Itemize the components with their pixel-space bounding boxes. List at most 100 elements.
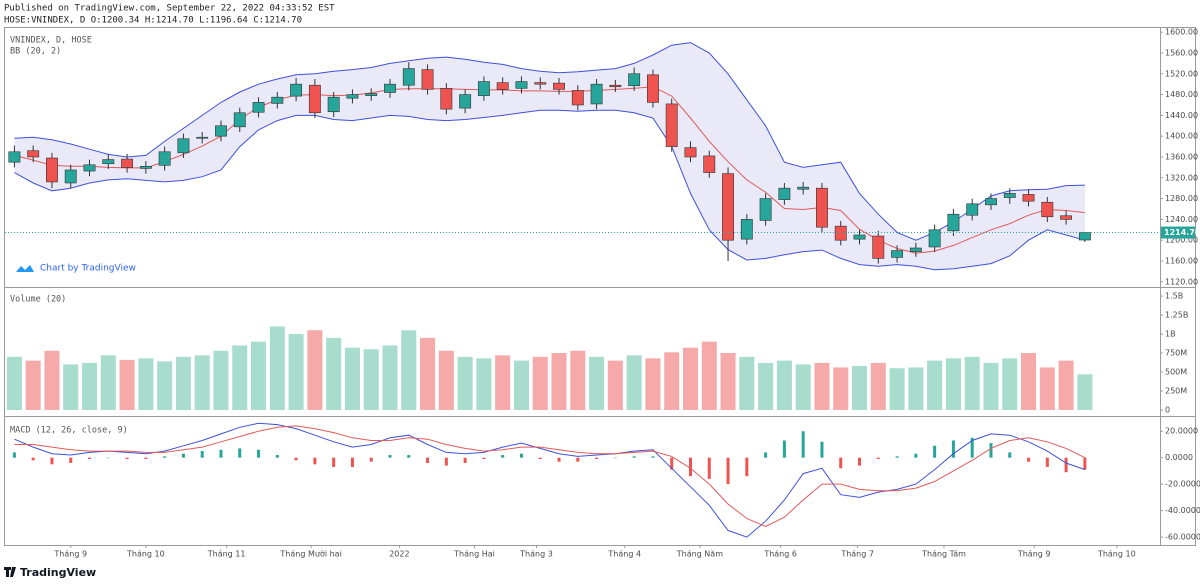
last-price-tag [1161, 226, 1195, 239]
candle-body [553, 82, 565, 90]
volume-bar [119, 359, 135, 410]
volume-bar [1039, 367, 1055, 410]
candle-body [252, 102, 265, 113]
macd-histogram-bar [350, 457, 354, 467]
macd-histogram-bar [595, 457, 599, 460]
candle-body [778, 187, 791, 200]
candle-body [853, 234, 866, 240]
macd-histogram-bar [876, 457, 880, 460]
macd-histogram-bar [914, 453, 918, 458]
y-tick-label: 1480.00 [1165, 90, 1198, 99]
macd-histogram-bar [707, 457, 711, 479]
y-tick-label: 1280.00 [1165, 194, 1198, 203]
candle-body [177, 138, 190, 154]
candle-body [459, 94, 472, 109]
volume-bar [194, 355, 210, 410]
y-tick-label: 1120.00 [1165, 277, 1198, 286]
candle-body [27, 150, 40, 158]
x-tick-label: Tháng 7 [840, 550, 874, 559]
macd-histogram-bar [670, 457, 674, 470]
macd-histogram-bar [181, 453, 185, 458]
volume-bar [438, 350, 454, 410]
volume-bar [138, 358, 154, 410]
volume-bar [457, 356, 473, 410]
volume-bar [720, 353, 736, 410]
macd-histogram-bar [895, 456, 899, 458]
candle-body [684, 147, 697, 158]
candle-body [1078, 232, 1091, 241]
x-tick-label: Tháng Mười hai [279, 549, 341, 559]
candle-body [421, 69, 434, 90]
macd-histogram-bar [632, 456, 636, 458]
candle-body [121, 158, 134, 168]
macd-histogram-bar [238, 448, 242, 458]
watermark: Chart by TradingView [16, 264, 136, 274]
volume-bar [232, 345, 248, 410]
macd-histogram-bar [426, 457, 430, 463]
bb-legend: BB (20, 2) [10, 47, 61, 57]
candle-body [834, 225, 847, 241]
volume-bar [945, 358, 961, 410]
candle-body [703, 155, 716, 173]
macd-histogram-bar [294, 457, 298, 461]
candle-body [327, 96, 340, 113]
volume-bar [25, 360, 41, 410]
candle-body [233, 112, 246, 128]
candle-body [158, 151, 171, 166]
y-tick-label: 1320.00 [1165, 173, 1198, 182]
volume-bar [513, 360, 529, 410]
footer-logo: TradingView [4, 566, 96, 579]
volume-bar [607, 360, 623, 410]
macd-histogram-bar [764, 452, 768, 458]
volume-bar [795, 364, 811, 410]
candle-body [740, 219, 753, 240]
candle-body [1022, 194, 1035, 202]
macd-histogram-bar [106, 457, 110, 459]
volume-bar [307, 330, 323, 410]
volume-bar [344, 347, 360, 410]
volume-bar [213, 350, 229, 410]
volume-bar [739, 356, 755, 410]
y-tick-label: 1360.00 [1165, 152, 1198, 161]
candle-body [759, 198, 772, 221]
bb-lower [14, 109, 1086, 271]
macd-histogram-bar [782, 440, 786, 458]
watermark-text: Chart by TradingView [40, 264, 136, 274]
volume-bar [326, 337, 342, 410]
candle-body [928, 229, 941, 248]
volume-bar [1021, 353, 1037, 410]
macd-histogram-bar [1008, 452, 1012, 458]
volume-bar [852, 365, 868, 410]
candle-body [628, 73, 641, 87]
candle-body [46, 157, 58, 183]
x-tick-label: 2022 [389, 550, 409, 559]
y-tick-label: 1.5B [1165, 292, 1183, 301]
candle-body [646, 74, 659, 103]
macd-histogram-bar [651, 456, 655, 458]
x-tick-label: Tháng 11 [207, 550, 246, 559]
macd-histogram-bar [989, 443, 993, 458]
macd-histogram-bar [1045, 457, 1049, 467]
x-tick-label: Tháng 10 [1097, 550, 1136, 559]
macd-histogram-bar [200, 451, 204, 458]
y-tick-label: 1240.00 [1165, 215, 1198, 224]
macd-histogram-bar [88, 457, 92, 460]
x-tick-label: Tháng 3 [519, 550, 553, 559]
volume-legend: Volume (20) [10, 295, 66, 305]
volume-bar [645, 358, 661, 410]
macd-histogram-bar [407, 455, 411, 458]
candle-body [947, 213, 960, 232]
candle-body [271, 96, 284, 104]
macd-histogram-bar [933, 445, 937, 458]
volume-bar [532, 356, 548, 410]
volume-bar [682, 347, 698, 410]
y-tick-label: 1B [1165, 330, 1176, 339]
candle-body [290, 83, 303, 97]
y-tick-label: 1400.00 [1165, 132, 1198, 141]
volume-bar [927, 360, 943, 410]
macd-histogram-bar [970, 437, 974, 458]
y-tick-label: 1440.00 [1165, 111, 1198, 120]
macd-histogram-bar [388, 455, 392, 458]
candle-body [872, 235, 885, 259]
